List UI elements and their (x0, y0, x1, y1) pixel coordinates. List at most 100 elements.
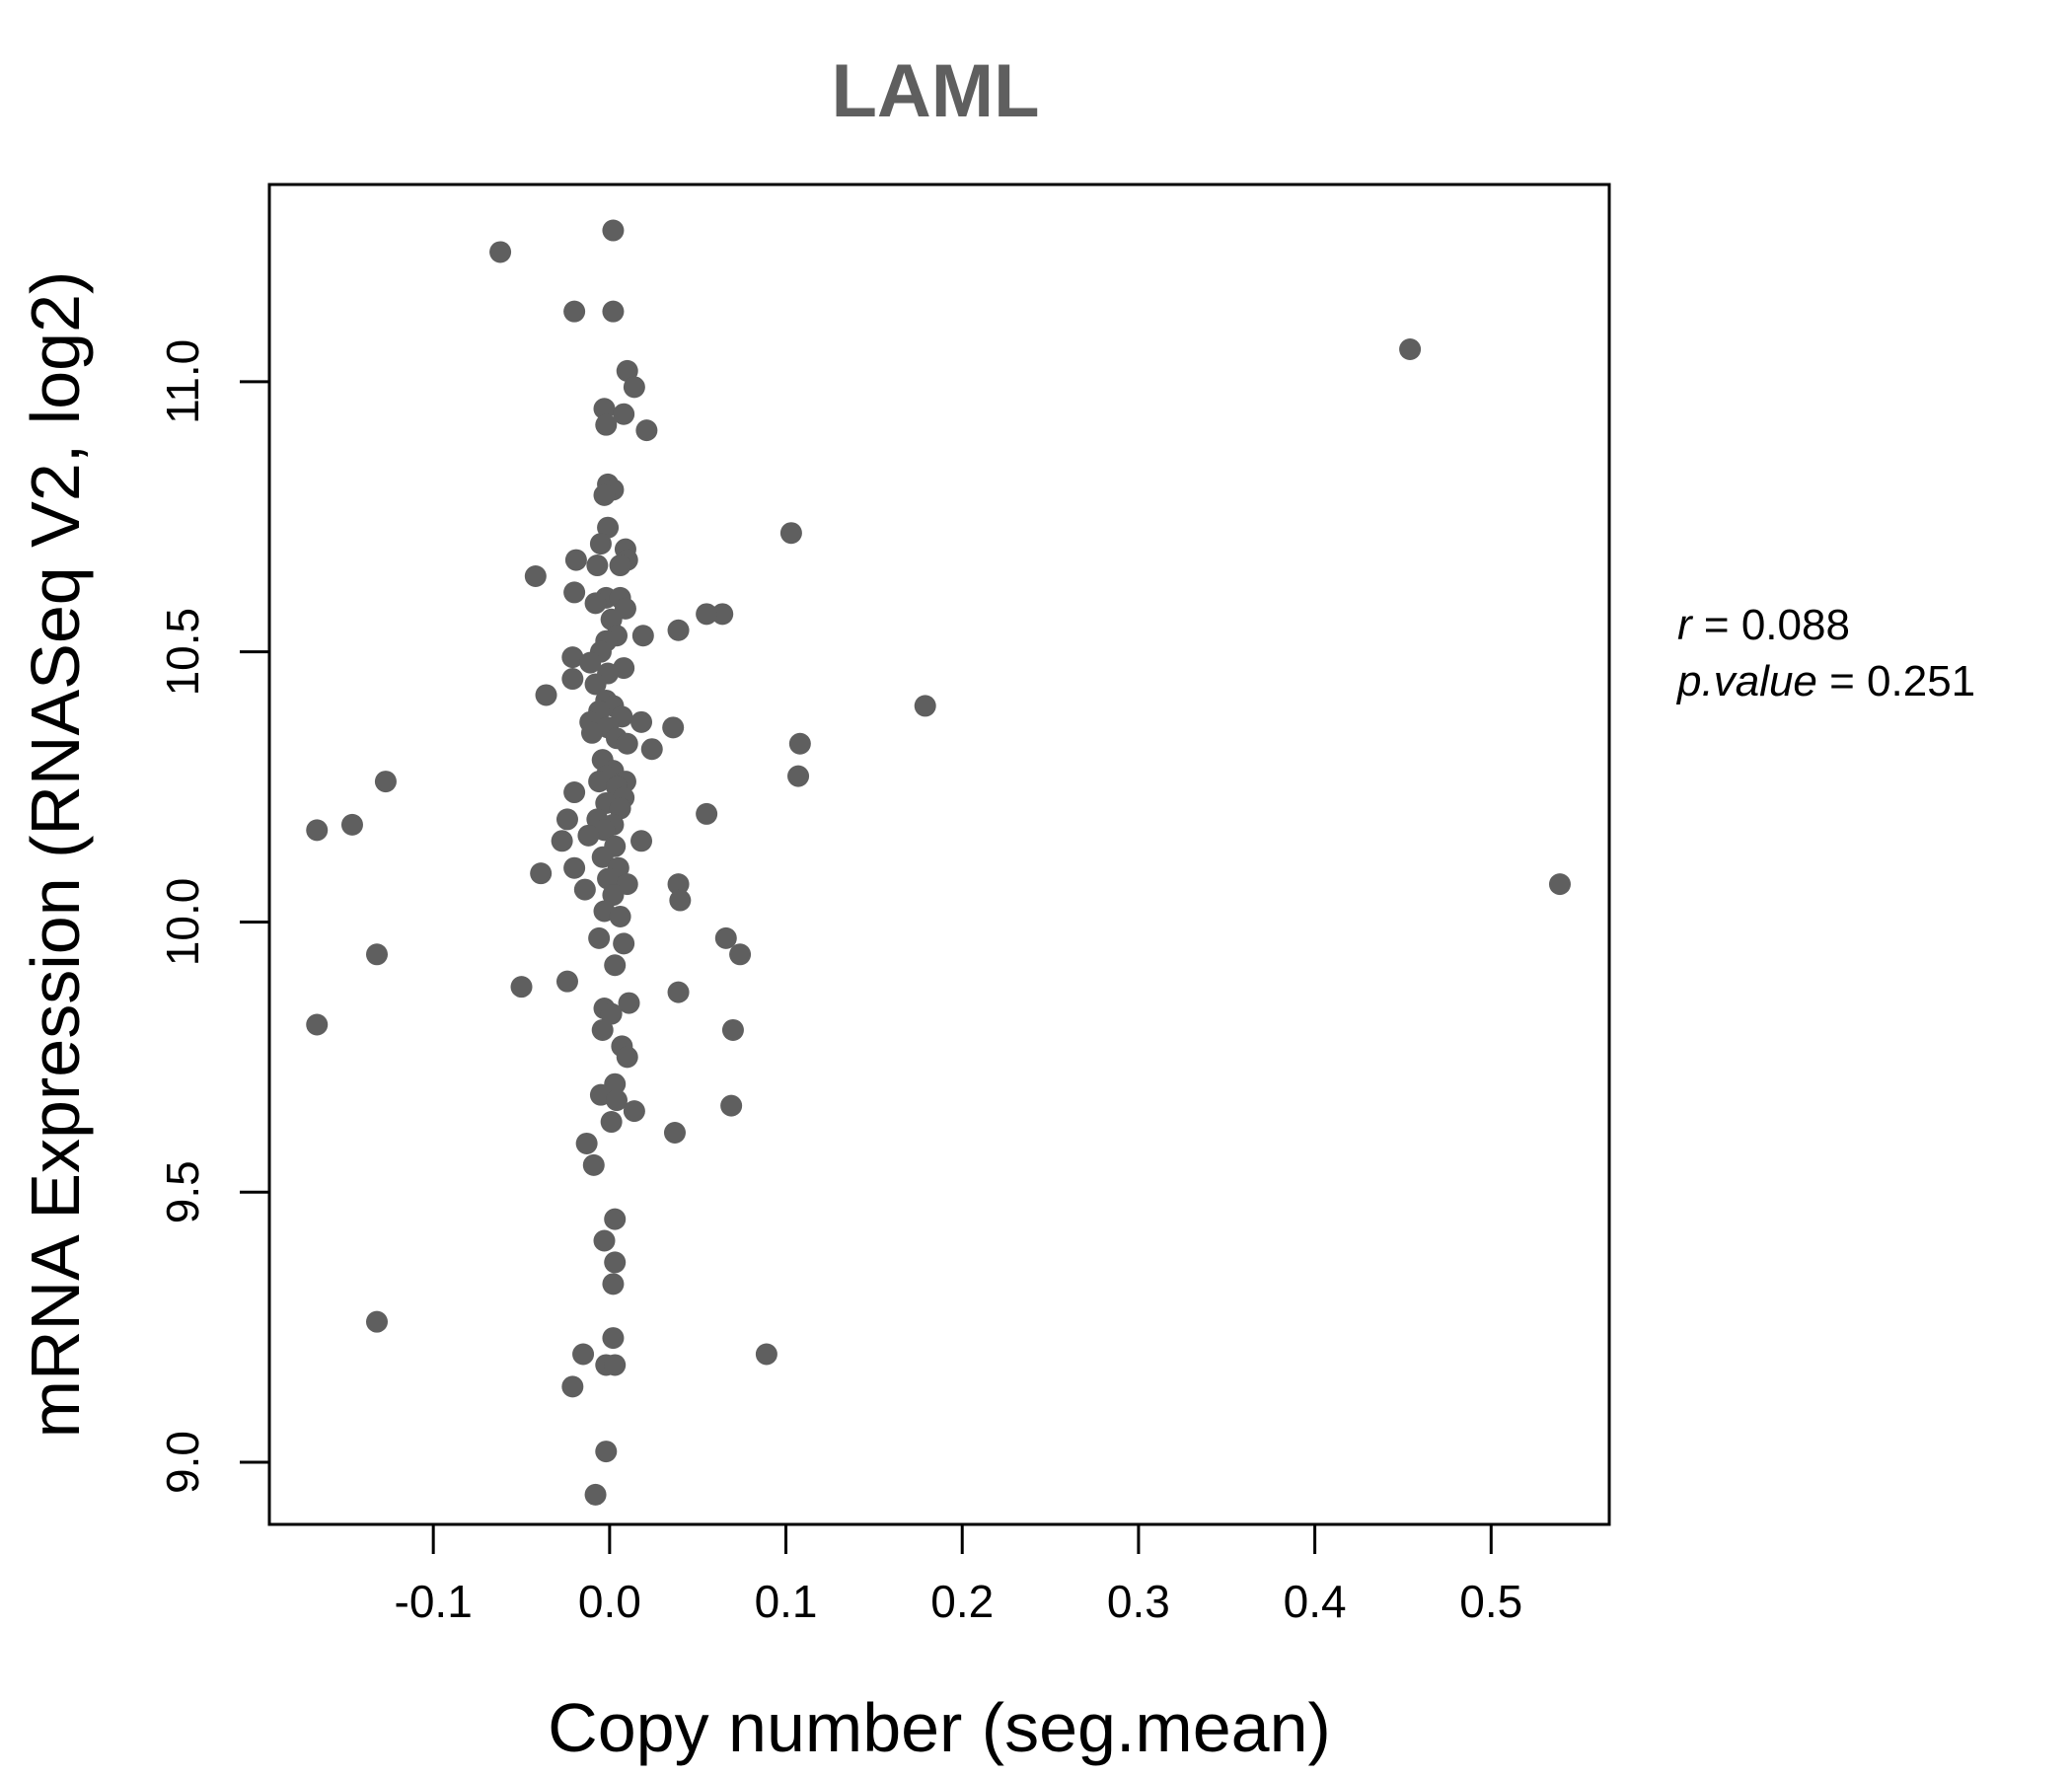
data-point (561, 1375, 584, 1398)
data-point (721, 1018, 744, 1041)
data-point (340, 813, 363, 836)
data-point (787, 765, 810, 787)
y-axis: 9.0 9.5 10.0 10.5 11.0 (157, 339, 269, 1494)
data-point (572, 1343, 595, 1366)
data-point (530, 862, 553, 885)
data-point (714, 926, 737, 949)
data-point (696, 802, 718, 825)
x-tick-label: -0.1 (395, 1576, 473, 1627)
data-point (1548, 873, 1571, 896)
data-point (635, 419, 658, 442)
data-point (551, 830, 573, 852)
data-point (595, 413, 618, 436)
data-point (563, 856, 586, 879)
data-point (630, 710, 653, 733)
data-point (561, 646, 584, 669)
data-point (591, 1018, 614, 1041)
y-tick-label: 11.0 (157, 339, 208, 424)
chart-title: LAML (831, 49, 1039, 133)
data-point (788, 732, 811, 755)
data-point (602, 1327, 625, 1350)
data-point (613, 932, 635, 955)
data-point (600, 1002, 623, 1025)
data-point (564, 549, 587, 571)
data-point (604, 1208, 627, 1230)
correlation-annotation: r = 0.088 (1677, 601, 1850, 649)
data-point (597, 516, 620, 539)
data-point (779, 522, 802, 545)
data-point (563, 781, 586, 804)
data-point (582, 1153, 605, 1176)
data-point (623, 1100, 645, 1123)
x-axis-title: Copy number (seg.mean) (548, 1689, 1331, 1766)
data-point (600, 1111, 623, 1134)
data-point (618, 992, 640, 1014)
data-point (755, 1343, 777, 1366)
data-point (374, 771, 397, 793)
plot-frame (267, 183, 1611, 1526)
data-point (563, 300, 586, 323)
data-point (602, 884, 625, 907)
data-point (630, 830, 653, 852)
p-label: p.value (1675, 657, 1817, 705)
data-point (588, 771, 611, 793)
data-point (663, 1122, 686, 1145)
data-point (662, 716, 685, 739)
data-point (595, 1441, 618, 1463)
data-point (579, 651, 602, 674)
data-point (580, 721, 603, 744)
data-point (555, 970, 578, 993)
data-point (365, 943, 388, 966)
p-value: 0.251 (1867, 657, 1975, 705)
data-point (602, 300, 625, 323)
data-point (586, 555, 609, 577)
x-tick-label: 0.5 (1459, 1576, 1522, 1627)
data-point (602, 1273, 625, 1295)
data-point (593, 398, 616, 420)
y-tick-label: 9.0 (157, 1431, 208, 1494)
data-point (623, 376, 645, 399)
data-point (563, 581, 586, 604)
data-point (561, 668, 584, 691)
data-point (365, 1310, 388, 1333)
data-point (602, 219, 625, 242)
data-point (510, 976, 533, 999)
data-point (616, 1046, 638, 1069)
data-point (696, 603, 718, 626)
data-point (669, 889, 692, 912)
data-point (306, 1013, 329, 1036)
data-point (640, 738, 663, 761)
data-point (604, 954, 627, 977)
data-point (591, 846, 614, 868)
data-point (667, 981, 690, 1003)
data-point (573, 878, 596, 901)
y-tick-label: 10.0 (157, 878, 208, 967)
data-point (1399, 338, 1422, 361)
data-point (577, 824, 600, 847)
data-point (489, 241, 512, 263)
data-point (667, 619, 690, 641)
data-point (584, 673, 607, 696)
data-point (613, 403, 635, 425)
data-point (631, 625, 654, 647)
data-point (584, 592, 607, 615)
data-point (711, 603, 734, 626)
data-point (609, 555, 631, 577)
r-label: r (1677, 601, 1694, 649)
data-point (535, 684, 557, 706)
p-equals: = (1817, 657, 1867, 705)
data-point (606, 1089, 629, 1112)
data-point (604, 1251, 627, 1274)
data-point (555, 808, 578, 831)
data-point (593, 1229, 616, 1252)
data-point (604, 1354, 627, 1376)
data-point (720, 1094, 743, 1117)
x-tick-label: 0.1 (755, 1576, 818, 1627)
x-tick-label: 0.2 (930, 1576, 994, 1627)
data-point (609, 797, 631, 820)
data-point (729, 943, 752, 966)
r-value: 0.088 (1741, 601, 1850, 649)
data-point (914, 695, 936, 717)
r-equals: = (1692, 601, 1741, 649)
